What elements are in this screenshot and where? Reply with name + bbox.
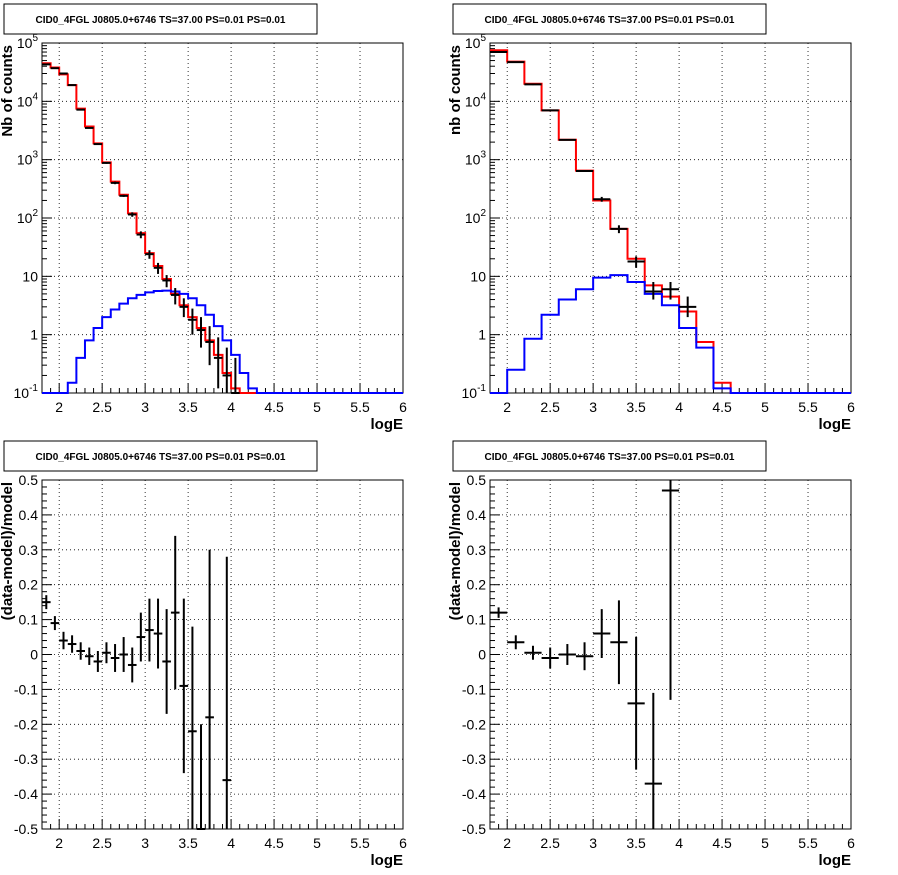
x-tick-label: 3.5 [626,399,646,415]
x-axis-label: logE [819,852,852,869]
x-axis-label: logE [371,416,404,433]
y-tick-label: -0.2 [14,716,38,732]
x-tick-label: 2 [503,835,511,851]
model-histogram-source [42,289,403,394]
x-tick-label: 4 [675,399,683,415]
x-tick-label: 2 [55,399,63,415]
x-tick-label: 3.5 [626,835,646,851]
y-tick-label: 0.5 [467,472,487,488]
y-tick-label: -0.3 [462,751,486,767]
y-axis-label: (data-model)/model [0,482,16,620]
y-tick-label: -0.3 [14,751,38,767]
x-tick-label: 4.5 [712,835,732,851]
y-tick-label: 105 [465,33,487,51]
y-tick-label: 0.3 [467,542,487,558]
residuals-panel-left: CID0_4FGL J0805.0+6746 TS=37.00 PS=0.01 … [0,440,407,869]
x-tick-label: 6 [847,399,855,415]
y-tick-label: -0.2 [462,716,486,732]
x-tick-label: 6 [399,399,407,415]
x-tick-label: 4.5 [264,399,284,415]
x-tick-label: 4.5 [712,399,732,415]
x-tick-label: 5.5 [798,399,818,415]
y-tick-label: -0.1 [14,681,38,697]
x-tick-label: 5 [761,399,769,415]
y-tick-label: -0.1 [462,681,486,697]
x-tick-label: 2 [55,835,63,851]
y-axis-label: nb of counts [447,45,464,135]
x-tick-label: 2.5 [540,835,560,851]
x-tick-label: 5.5 [350,835,370,851]
chart-title: CID0_4FGL J0805.0+6746 TS=37.00 PS=0.01 … [485,452,735,463]
y-tick-label: 103 [465,150,487,168]
x-tick-label: 5.5 [798,835,818,851]
y-tick-label: 103 [17,150,39,168]
chart-title: CID0_4FGL J0805.0+6746 TS=37.00 PS=0.01 … [36,452,286,463]
y-tick-label: -0.5 [462,821,486,837]
y-tick-label: 0.4 [19,507,39,523]
y-tick-label: 0.2 [19,577,39,593]
y-tick-label: 0 [478,647,486,663]
x-tick-label: 5.5 [350,399,370,415]
x-tick-label: 4 [227,399,235,415]
x-tick-label: 5 [313,399,321,415]
x-tick-label: 5 [313,835,321,851]
residuals-panel-right: CID0_4FGL J0805.0+6746 TS=37.00 PS=0.01 … [447,440,855,869]
y-tick-label: 0.3 [19,542,39,558]
y-tick-label: 1 [30,327,38,343]
x-tick-label: 6 [399,835,407,851]
x-tick-label: 2.5 [540,399,560,415]
y-tick-label: 104 [465,91,487,109]
y-axis-label: Nb of counts [0,45,16,137]
title-box [3,3,318,35]
counts-panel-left: CID0_4FGL J0805.0+6746 TS=37.00 PS=0.01 … [0,3,407,433]
title-box [452,3,767,35]
x-tick-label: 4.5 [264,835,284,851]
chart-title: CID0_4FGL J0805.0+6746 TS=37.00 PS=0.01 … [485,15,735,26]
y-tick-label: 0.5 [19,472,39,488]
x-tick-label: 3 [589,835,597,851]
y-tick-label: -0.4 [462,786,486,802]
counts-panel-right: CID0_4FGL J0805.0+6746 TS=37.00 PS=0.01 … [447,3,855,433]
y-tick-label: 10 [22,268,38,284]
y-tick-label: 104 [17,91,39,109]
y-tick-label: 102 [465,208,487,226]
y-tick-label: 0.1 [19,612,39,628]
x-tick-label: 4 [675,835,683,851]
y-tick-label: 10-1 [14,383,39,401]
x-tick-label: 5 [761,835,769,851]
x-tick-label: 3 [141,399,149,415]
y-tick-label: 0.1 [467,612,487,628]
x-tick-label: 3.5 [178,399,198,415]
x-tick-label: 4 [227,835,235,851]
x-tick-label: 6 [847,835,855,851]
x-tick-label: 2.5 [92,835,112,851]
chart-title: CID0_4FGL J0805.0+6746 TS=37.00 PS=0.01 … [36,15,286,26]
y-tick-label: 0 [30,647,38,663]
x-axis-label: logE [371,852,404,869]
y-tick-label: 10-1 [462,383,487,401]
title-box [452,440,767,472]
y-tick-label: 105 [17,33,39,51]
y-tick-label: 102 [17,208,39,226]
x-tick-label: 3 [589,399,597,415]
y-tick-label: -0.4 [14,786,38,802]
title-box [3,440,318,472]
model-histogram-source [490,274,851,394]
y-axis-label: (data-model)/model [447,482,464,620]
y-tick-label: 1 [478,327,486,343]
x-tick-label: 2 [503,399,511,415]
y-tick-label: 0.4 [467,507,487,523]
y-tick-label: 10 [470,268,486,284]
x-tick-label: 3 [141,835,149,851]
y-tick-label: 0.2 [467,577,487,593]
y-tick-label: -0.5 [14,821,38,837]
x-axis-label: logE [819,416,852,433]
x-tick-label: 3.5 [178,835,198,851]
x-tick-label: 2.5 [92,399,112,415]
